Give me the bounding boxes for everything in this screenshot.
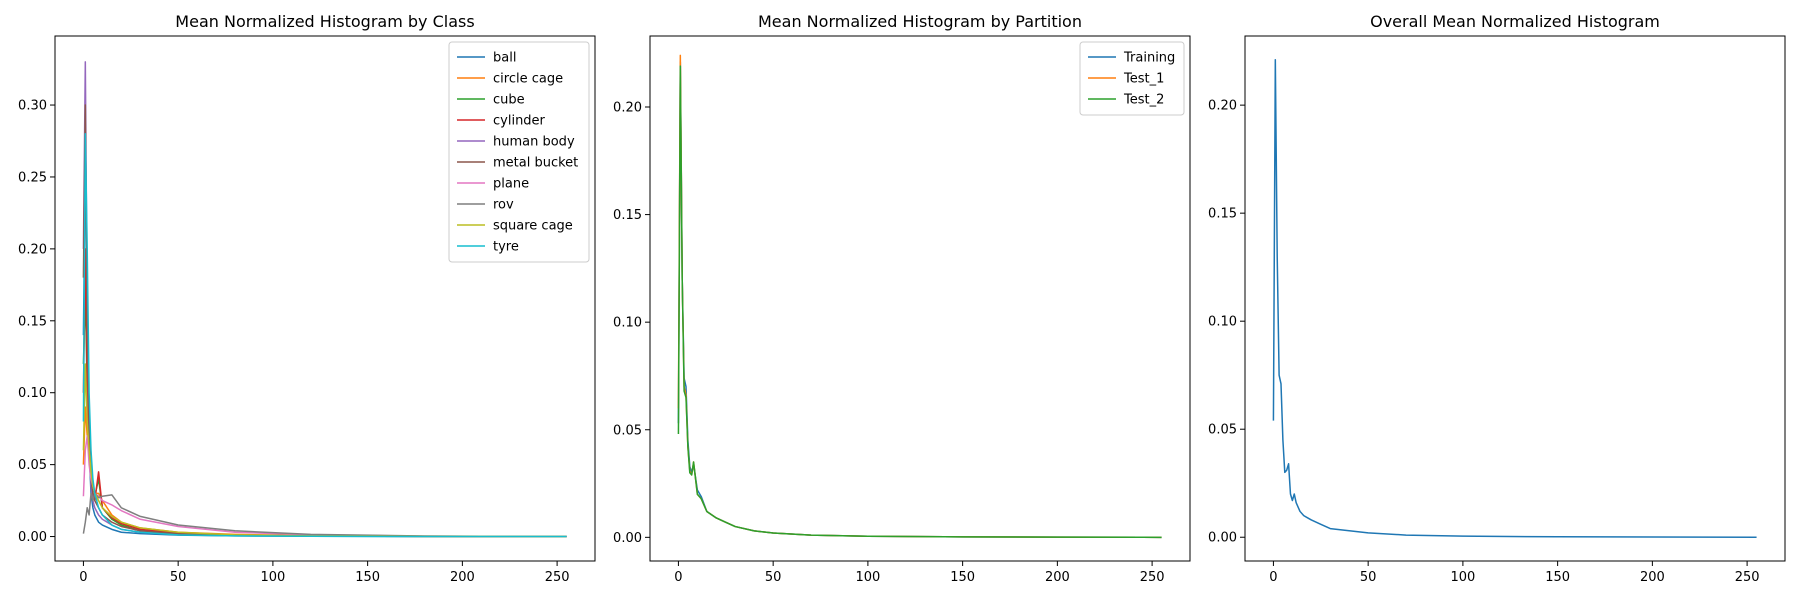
legend-label: tyre [493, 240, 519, 255]
series-line-data [1272, 59, 1757, 538]
legend-label: Training [1123, 51, 1175, 66]
legend-label: Test_2 [1123, 93, 1164, 108]
chart-panel-by-partition: Mean Normalized Histogram by Partition 0… [613, 12, 1191, 585]
x-tick-label: 250 [545, 570, 570, 585]
plot-area: 0 50 100 150 200 250 0.00 0.05 0.10 0.15 0.20 0.25 0… [18, 35, 596, 585]
y-tick-label: 0.15 [1208, 207, 1237, 222]
y-tick-label: 0.15 [613, 208, 642, 223]
y-tick-label: 0.05 [613, 423, 642, 438]
axes-frame [649, 35, 1191, 562]
series-line-test-2 [677, 65, 1162, 539]
series-line-square-cage [82, 363, 567, 538]
series-lines [82, 61, 567, 538]
x-tick-label: 100 [260, 570, 285, 585]
y-tick-label: 0.10 [18, 386, 47, 401]
legend-label: plane [493, 177, 529, 192]
chart-panel-by-class: Mean Normalized Histogram by Class 0 50 10… [18, 12, 596, 585]
legend-box [1079, 41, 1185, 116]
legend: Training Test_1 Test_2 [1079, 41, 1185, 116]
series-line-plane [82, 435, 567, 538]
legend-label: rov [493, 198, 514, 213]
legend-label: ball [493, 51, 516, 66]
y-tick-label: 0.10 [1208, 315, 1237, 330]
plot-area: 0 50 100 150 200 250 0.00 0.05 0.10 0.15 0.20 [613, 35, 1191, 585]
axes-frame [1244, 35, 1786, 562]
series-lines [1272, 59, 1757, 538]
y-tick-label: 0.05 [18, 458, 47, 473]
y-tick-label: 0.00 [18, 530, 47, 545]
x-tick-label: 0 [674, 570, 682, 585]
series-line-tyre [82, 133, 567, 538]
legend-label: circle cage [493, 72, 563, 87]
y-tick-label: 0.20 [613, 101, 642, 116]
x-tick-label: 0 [79, 570, 87, 585]
chart-title: Mean Normalized Histogram by Class [175, 12, 474, 31]
x-tick-label: 100 [855, 570, 880, 585]
x-tick-label: 50 [170, 570, 187, 585]
legend: ball circle cage cube cylinder human body met… [448, 41, 590, 263]
y-tick-label: 0.25 [18, 170, 47, 185]
x-tick-label: 50 [1360, 570, 1377, 585]
chart-title: Overall Mean Normalized Histogram [1370, 12, 1660, 31]
series-line-rov [82, 492, 567, 538]
y-tick-label: 0.10 [613, 316, 642, 331]
x-tick-label: 0 [1269, 570, 1277, 585]
x-tick-label: 150 [355, 570, 380, 585]
y-tick-label: 0.20 [18, 242, 47, 257]
y-tick-label: 0.00 [1208, 531, 1237, 546]
x-tick-label: 200 [450, 570, 475, 585]
y-tick-label: 0.30 [18, 99, 47, 114]
x-tick-label: 150 [1545, 570, 1570, 585]
x-tick-label: 100 [1450, 570, 1475, 585]
x-tick-label: 250 [1140, 570, 1165, 585]
x-tick-label: 200 [1045, 570, 1070, 585]
y-tick-label: 0.15 [18, 314, 47, 329]
legend-label: metal bucket [493, 156, 578, 171]
y-tick-label: 0.05 [1208, 423, 1237, 438]
chart-title: Mean Normalized Histogram by Partition [758, 12, 1082, 31]
legend-label: square cage [493, 219, 573, 234]
legend-label: cube [493, 93, 525, 108]
legend-label: Test_1 [1123, 72, 1164, 87]
legend-label: cylinder [493, 114, 546, 129]
x-tick-label: 200 [1640, 570, 1665, 585]
x-tick-label: 50 [765, 570, 782, 585]
x-tick-label: 250 [1735, 570, 1760, 585]
x-tick-label: 150 [950, 570, 975, 585]
chart-panel-overall: Overall Mean Normalized Histogram 0 50 100… [1208, 12, 1786, 585]
axes-frame [54, 35, 596, 562]
legend-label: human body [493, 135, 575, 150]
plot-area: 0 50 100 150 200 250 0.00 0.05 0.10 0.15 0.20 [1208, 35, 1786, 585]
series-lines [677, 54, 1162, 539]
y-tick-label: 0.20 [1208, 99, 1237, 114]
legend-box [448, 41, 590, 263]
y-tick-label: 0.00 [613, 531, 642, 546]
